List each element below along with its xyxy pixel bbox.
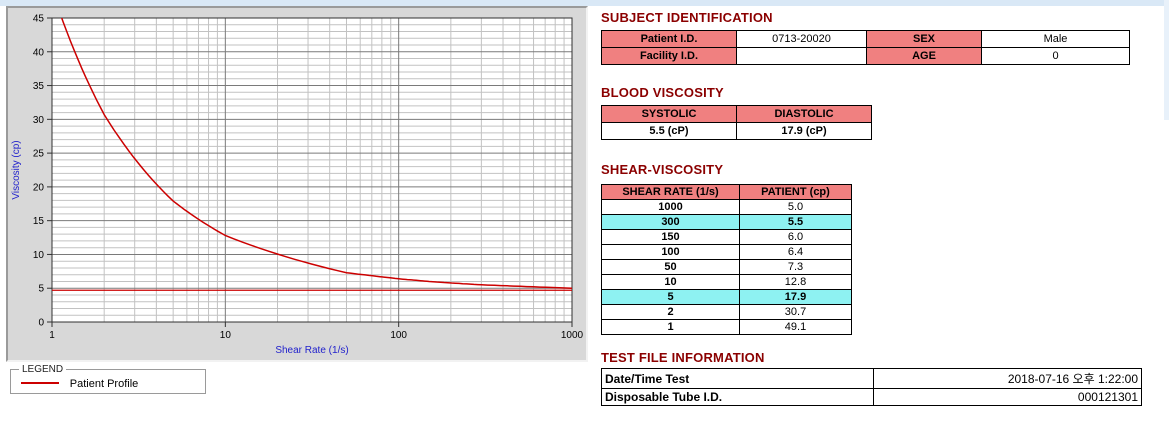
legend-box: LEGEND Patient Profile [10,364,206,394]
shear-rate-cell: 10 [601,274,740,290]
viscosity-chart-panel: 0 5 10 15 20 25 30 35 40 45 1 10 100 1000 Shear Rate (… [6,6,588,362]
svg-text:10: 10 [220,330,232,341]
shear-rate-cell: 1000 [601,199,740,215]
svg-text:Viscosity (cp): Viscosity (cp) [11,140,22,199]
disposable-tube-id-value: 000121301 [873,388,1142,406]
shear-viscosity-table: SHEAR RATE (1/s) PATIENT (cp) 1000 5.0 3… [601,184,852,335]
shear-viscosity-chart: 0 5 10 15 20 25 30 35 40 45 1 10 100 1000 Shear Rate (… [11,14,584,357]
svg-text:25: 25 [33,149,45,160]
patient-cp-cell: 6.4 [739,244,852,260]
systolic-value: 5.5 (cP) [601,122,737,140]
patient-cp-cell: 6.0 [739,229,852,245]
shear-rate-cell: 5 [601,289,740,305]
legend-line-sample [21,382,59,384]
svg-text:1: 1 [49,330,55,341]
shear-rate-header: SHEAR RATE (1/s) [601,184,740,200]
facility-id-value [736,47,867,65]
table-row-highlight: 5 17.9 [601,289,852,305]
shear-rate-cell: 2 [601,304,740,320]
svg-text:Shear Rate (1/s): Shear Rate (1/s) [275,345,348,356]
svg-text:15: 15 [33,216,45,227]
legend-title: LEGEND [22,364,64,375]
legend-entry-label: Patient Profile [69,378,139,390]
section-title-blood-viscosity: BLOOD VISCOSITY [601,85,724,100]
section-title-test-file-information: TEST FILE INFORMATION [601,350,765,365]
disposable-tube-id-label: Disposable Tube I.D. [601,388,874,406]
svg-text:30: 30 [33,115,45,126]
table-header-row: SHEAR RATE (1/s) PATIENT (cp) [601,184,852,200]
date-time-test-value: 2018-07-16 오후 1:22:00 [873,368,1142,389]
systolic-header: SYSTOLIC [601,105,737,123]
section-title-subject-identification: SUBJECT IDENTIFICATION [601,10,773,25]
svg-text:20: 20 [33,182,45,193]
svg-text:0: 0 [38,318,44,329]
shear-rate-cell: 100 [601,244,740,260]
patient-cp-cell: 5.5 [739,214,852,230]
svg-text:35: 35 [33,81,45,92]
table-row: 50 7.3 [601,259,852,275]
svg-text:45: 45 [33,14,45,25]
table-row: 1000 5.0 [601,199,852,215]
svg-text:1000: 1000 [561,330,584,341]
svg-text:10: 10 [33,250,45,261]
table-row: Facility I.D. AGE 0 [601,47,1130,65]
test-file-information-table: Date/Time Test 2018-07-16 오후 1:22:00 Dis… [601,368,1142,406]
table-row: Disposable Tube I.D. 000121301 [601,388,1142,406]
date-time-test-label: Date/Time Test [601,368,874,389]
window-top-strip [0,0,1169,6]
facility-id-label: Facility I.D. [601,47,737,65]
patient-id-label: Patient I.D. [601,30,737,48]
svg-text:40: 40 [33,47,45,58]
patient-cp-cell: 12.8 [739,274,852,290]
blood-viscosity-table: SYSTOLIC DIASTOLIC 5.5 (cP) 17.9 (cP) [601,105,872,140]
svg-text:100: 100 [390,330,407,341]
shear-rate-cell: 50 [601,259,740,275]
patient-cp-cell: 30.7 [739,304,852,320]
table-row: 1 49.1 [601,319,852,335]
table-row: 5.5 (cP) 17.9 (cP) [601,122,872,140]
section-title-shear-viscosity: SHEAR-VISCOSITY [601,162,724,177]
shear-rate-cell: 150 [601,229,740,245]
table-row: SYSTOLIC DIASTOLIC [601,105,872,123]
table-row: Patient I.D. 0713-20020 SEX Male [601,30,1130,48]
svg-text:5: 5 [38,284,44,295]
patient-cp-cell: 7.3 [739,259,852,275]
shear-rate-cell: 300 [601,214,740,230]
table-row: Date/Time Test 2018-07-16 오후 1:22:00 [601,368,1142,389]
table-row: 150 6.0 [601,229,852,245]
table-row: 100 6.4 [601,244,852,260]
patient-cp-header: PATIENT (cp) [739,184,852,200]
patient-id-value: 0713-20020 [736,30,867,48]
patient-cp-cell: 5.0 [739,199,852,215]
window-side-strip [1164,0,1169,120]
table-row: 10 12.8 [601,274,852,290]
table-row: 2 30.7 [601,304,852,320]
sex-label: SEX [866,30,982,48]
patient-cp-cell: 17.9 [739,289,852,305]
shear-rate-cell: 1 [601,319,740,335]
age-value: 0 [981,47,1130,65]
patient-cp-cell: 49.1 [739,319,852,335]
table-row-highlight: 300 5.5 [601,214,852,230]
report-right-panel: SUBJECT IDENTIFICATION Patient I.D. 0713… [601,0,1163,430]
diastolic-value: 17.9 (cP) [736,122,872,140]
age-label: AGE [866,47,982,65]
diastolic-header: DIASTOLIC [736,105,872,123]
subject-identification-table: Patient I.D. 0713-20020 SEX Male Facilit… [601,30,1130,65]
sex-value: Male [981,30,1130,48]
